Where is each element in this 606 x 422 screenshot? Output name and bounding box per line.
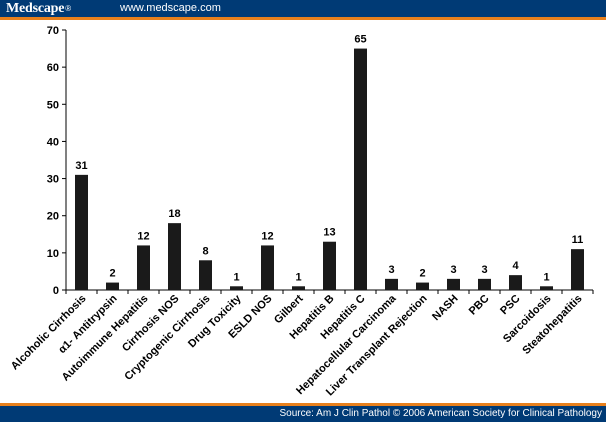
footer-accent-line — [0, 403, 606, 406]
data-label: 1 — [233, 271, 239, 283]
data-label: 12 — [137, 230, 149, 242]
y-tick-label: 30 — [47, 174, 59, 186]
bar — [168, 223, 181, 290]
data-label: 1 — [295, 271, 301, 283]
bar — [447, 278, 460, 290]
bar — [416, 282, 429, 290]
bar — [478, 278, 491, 290]
header-accent-line — [0, 17, 606, 20]
data-label: 11 — [572, 234, 584, 246]
y-tick-label: 60 — [47, 62, 59, 74]
brand-name: Medscape — [6, 1, 65, 16]
header-bar: Medscape® www.medscape.com — [0, 0, 606, 17]
footer-bar: Source: Am J Clin Pathol © 2006 American… — [0, 406, 606, 422]
bar — [540, 286, 553, 290]
bar — [323, 241, 336, 290]
bar — [75, 174, 88, 290]
category-label: PBC — [467, 293, 492, 318]
y-tick-label: 40 — [47, 136, 59, 148]
category-label: Steatohepatitis — [520, 293, 584, 357]
data-label: 3 — [388, 264, 394, 276]
data-label: 2 — [419, 268, 425, 280]
bar — [230, 286, 243, 290]
bar — [571, 249, 584, 290]
data-label: 3 — [450, 264, 456, 276]
y-tick-label: 20 — [47, 211, 59, 223]
data-label: 2 — [109, 268, 115, 280]
bar — [385, 278, 398, 290]
data-label: 12 — [261, 230, 273, 242]
bar — [509, 275, 522, 290]
category-label: PSC — [498, 293, 523, 318]
data-label: 13 — [323, 227, 335, 239]
site-url-link[interactable]: www.medscape.com — [120, 2, 221, 14]
source-citation: Source: Am J Clin Pathol © 2006 American… — [279, 408, 602, 419]
bar — [292, 286, 305, 290]
bar — [354, 48, 367, 290]
category-label: NASH — [430, 293, 461, 324]
data-label: 8 — [202, 245, 208, 257]
data-label: 18 — [168, 208, 180, 220]
bar — [199, 260, 212, 290]
data-label: 1 — [543, 271, 549, 283]
bar — [261, 245, 274, 290]
data-label: 4 — [512, 260, 519, 272]
bar — [137, 245, 150, 290]
data-label: 3 — [481, 264, 487, 276]
y-tick-label: 70 — [47, 25, 59, 37]
registered-mark: ® — [65, 4, 71, 13]
data-label: 65 — [354, 34, 366, 46]
y-tick-label: 0 — [53, 285, 59, 297]
y-tick-label: 10 — [47, 248, 59, 260]
bar — [106, 282, 119, 290]
y-tick-label: 50 — [47, 99, 59, 111]
medscape-logo[interactable]: Medscape® — [6, 0, 71, 17]
data-label: 31 — [75, 160, 87, 172]
